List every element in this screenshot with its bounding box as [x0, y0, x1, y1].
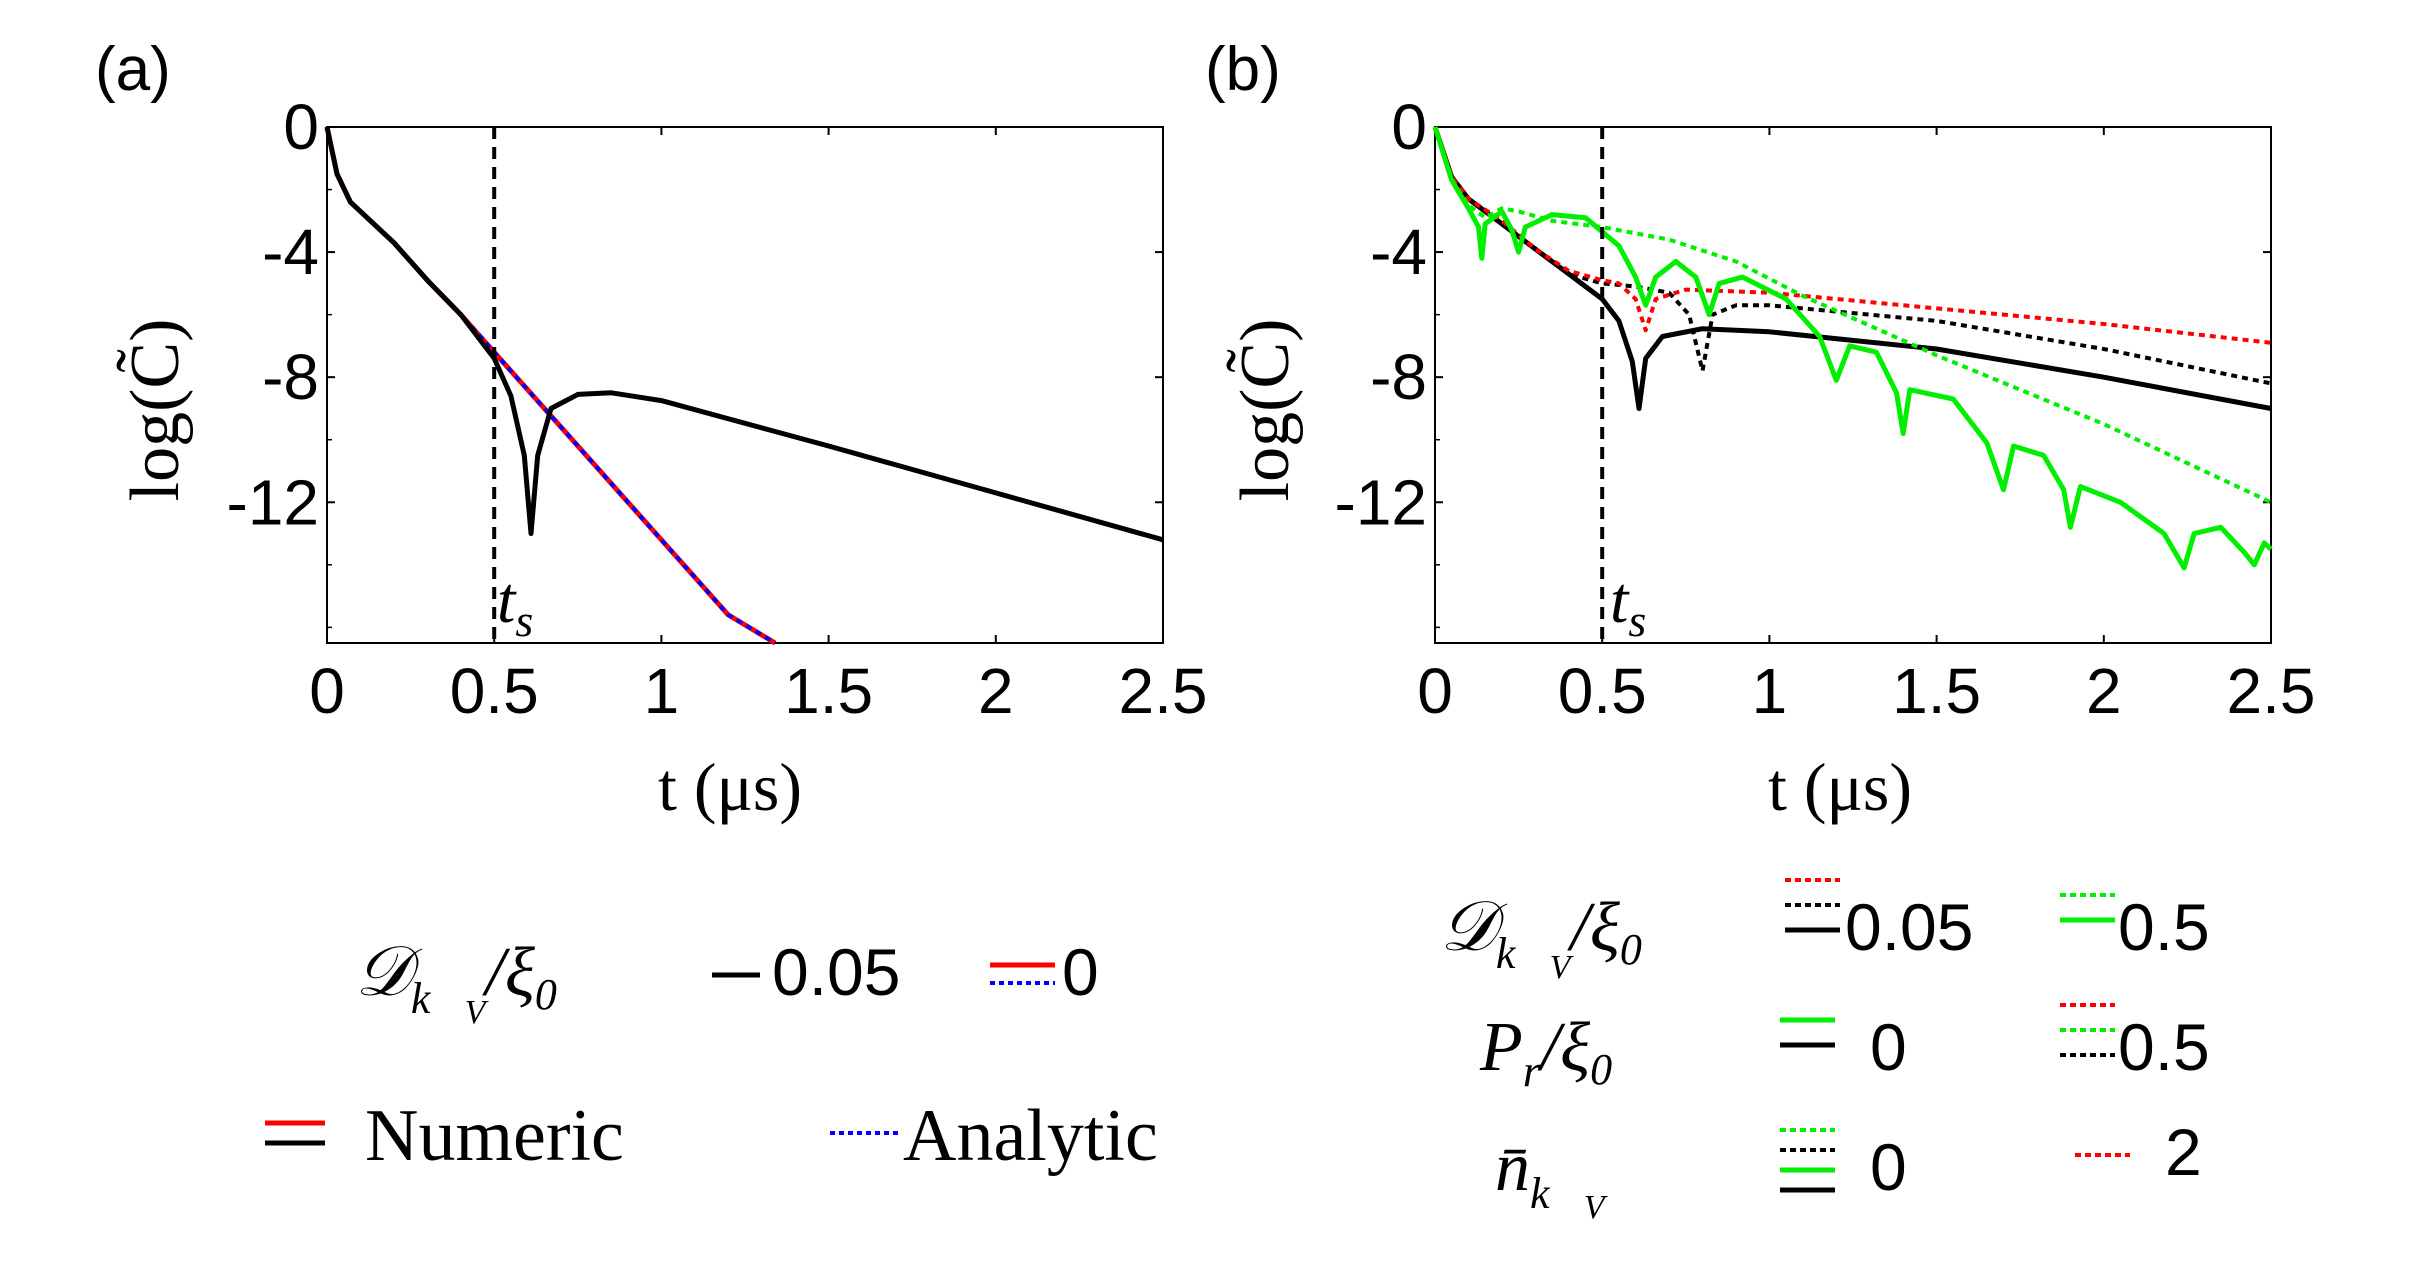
x-tick-label: 0	[1417, 655, 1453, 727]
legend-b-p-rest: /ξ	[1537, 1009, 1590, 1086]
panel-label-a: (a)	[95, 35, 171, 104]
legend-b-n-value-0: 0	[1870, 1130, 1907, 1204]
y-tick-labels-a: 0 -4 -8 -12	[227, 91, 320, 538]
y-tick-label: -12	[1335, 466, 1428, 538]
y-label-text-b: log(C̃)	[1227, 319, 1304, 502]
x-axis-label-b: t (μs)	[1768, 749, 1912, 825]
x-tick-label: 0.5	[450, 655, 539, 727]
legend-b-n-symbol: n̄	[1495, 1129, 1530, 1206]
panel-b: (b) log(C̃) ts 0 0.5 1 1.5 2 2.5 0 -4 -8 -12 t (…	[1205, 35, 2315, 1226]
legend-a-d-sub: k⃗	[411, 974, 465, 1023]
panel-label-b: (b)	[1205, 35, 1281, 104]
x-tick-label: 1	[644, 655, 680, 727]
legend-b-p-zero: 0	[1590, 1045, 1612, 1094]
legend-b-p-sub: r	[1523, 1045, 1542, 1096]
y-axis-label-a: log(C̃)	[117, 319, 194, 502]
panel-a: (a) log(C̃) ts 0 0.5 1 1.5 2 2.5 0 -4 -8 -12 t (…	[95, 35, 1207, 1177]
tick-marks-a	[326, 126, 1164, 643]
x-tick-label: 0.5	[1558, 655, 1647, 727]
legend-a-numeric-label: Numeric	[365, 1095, 624, 1177]
legend-a-analytic-label: Analytic	[903, 1095, 1158, 1177]
y-tick-label: 0	[1391, 91, 1427, 163]
y-tick-label: 0	[283, 91, 319, 163]
y-tick-label: -4	[262, 216, 319, 288]
x-tick-labels-b: 0 0.5 1 1.5 2 2.5	[1417, 655, 2315, 727]
y-axis-label-b: log(C̃)	[1227, 319, 1304, 502]
legend-b: 𝒟k⃗V/ξ0 0.05 0.5 Pr/ξ0 0 0.5 n̄k⃗V 0	[1440, 878, 2210, 1226]
legend-b-d-value-005: 0.05	[1845, 890, 1973, 964]
plot-area-a: ts	[324, 126, 1164, 646]
legend-a-value-005: 0.05	[772, 935, 900, 1009]
legend-a-d-rest: /ξ	[481, 934, 534, 1011]
x-tick-label: 1.5	[1892, 655, 1981, 727]
series-line-1	[325, 126, 777, 645]
legend-b-n-value-2: 2	[2165, 1115, 2202, 1189]
x-tick-label: 1	[1752, 655, 1788, 727]
legend-b-d-sub: k⃗	[1496, 929, 1550, 978]
x-tick-label: 2.5	[1119, 655, 1208, 727]
series-line-0	[1432, 126, 2272, 411]
legend-b-p-value-0: 0	[1870, 1010, 1907, 1084]
legend-b-n-subsub: V	[1584, 1189, 1609, 1226]
plot-frame-b	[1434, 126, 2272, 644]
legend-a-d-zero: 0	[535, 970, 557, 1019]
legend-a-value-0: 0	[1062, 935, 1099, 1009]
legend-b-d-rest: /ξ	[1566, 889, 1619, 966]
x-tick-label: 1.5	[784, 655, 873, 727]
x-tick-label: 2.5	[2227, 655, 2316, 727]
legend-b-d-value-05: 0.5	[2118, 890, 2210, 964]
x-tick-label: 0	[309, 655, 345, 727]
series-line-4	[1432, 126, 2273, 571]
x-tick-label: 2	[978, 655, 1014, 727]
x-axis-label-a: t (μs)	[658, 749, 802, 825]
ts-label-b: ts	[1610, 564, 1646, 646]
y-tick-label: -8	[1370, 341, 1427, 413]
ts-label-a: ts	[497, 564, 533, 646]
legend-b-p-symbol: P	[1479, 1009, 1523, 1086]
legend-a: 𝒟k⃗V/ξ0 0.05 0 Numeric Analytic	[265, 934, 1158, 1177]
series-line-1	[1433, 126, 2272, 386]
x-tick-labels-a: 0 0.5 1 1.5 2 2.5	[309, 655, 1207, 727]
series-lines-a	[324, 126, 1164, 646]
legend-a-d-label: 𝒟k⃗V/ξ0	[355, 934, 557, 1031]
plot-area-b: ts	[1432, 126, 2273, 646]
legend-b-d-zero: 0	[1620, 925, 1642, 974]
plot-frame-a	[326, 126, 1164, 644]
y-tick-label: -8	[262, 341, 319, 413]
y-tick-labels-b: 0 -4 -8 -12	[1335, 91, 1428, 538]
series-line-0	[324, 126, 777, 646]
legend-b-n-label: n̄k⃗V	[1495, 1129, 1609, 1226]
y-label-text-a: log(C̃)	[117, 319, 194, 502]
legend-b-p-value-05: 0.5	[2118, 1010, 2210, 1084]
series-lines-b	[1432, 126, 2273, 571]
x-tick-label: 2	[2086, 655, 2122, 727]
legend-b-d-label: 𝒟k⃗V/ξ0	[1440, 889, 1642, 986]
y-tick-label: -12	[227, 466, 320, 538]
legend-b-p-label: Pr/ξ0	[1479, 1009, 1612, 1096]
y-tick-label: -4	[1370, 216, 1427, 288]
series-line-2	[324, 126, 1164, 543]
series-line-3	[1433, 126, 2272, 505]
series-line-2	[1433, 126, 2272, 345]
legend-b-n-sub: k⃗	[1530, 1169, 1584, 1218]
